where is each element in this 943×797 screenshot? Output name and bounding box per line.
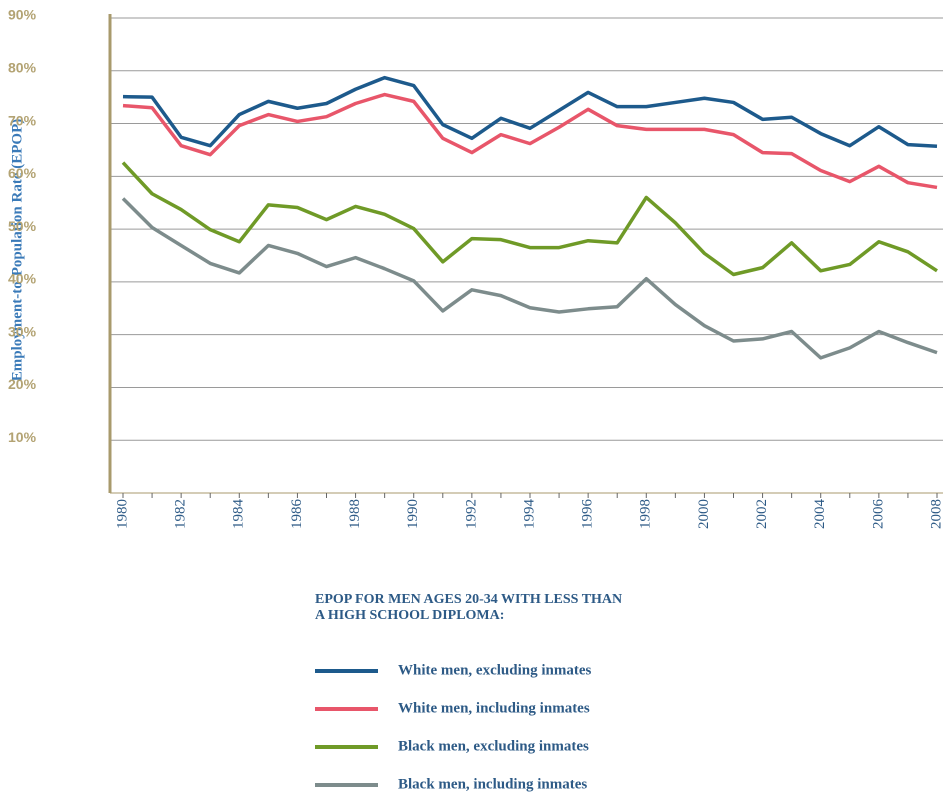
series-line	[121, 161, 938, 277]
series-line	[121, 197, 938, 360]
y-tick-label: 80%	[8, 59, 37, 75]
legend-title: EPOP FOR MEN AGES 20-34 WITH LESS THAN	[315, 592, 622, 607]
x-tick-label: 1980	[114, 499, 130, 529]
x-tick-label: 1988	[347, 499, 363, 529]
legend-label: Black men, excluding inmates	[398, 738, 589, 754]
legend-label: White men, excluding inmates	[398, 662, 591, 678]
y-tick-label: 40%	[8, 271, 37, 287]
y-tick-label: 60%	[8, 165, 37, 181]
series-line	[122, 92, 938, 190]
y-tick-label: 30%	[8, 323, 37, 339]
legend-label: Black men, including inmates	[398, 776, 587, 792]
y-tick-label: 70%	[8, 112, 37, 128]
x-tick-label: 1996	[580, 499, 596, 530]
series-line	[122, 75, 938, 148]
x-tick-label: 1984	[231, 499, 247, 530]
x-tick-label: 1986	[289, 499, 305, 530]
x-tick-label: 2000	[696, 499, 712, 529]
x-tick-label: 2002	[754, 499, 770, 529]
y-axis-label: Employment-to-Population Rate (EPOP)	[9, 119, 25, 381]
legend-title: A HIGH SCHOOL DIPLOMA:	[315, 608, 504, 623]
x-tick-label: 1992	[463, 499, 479, 529]
y-tick-label: 90%	[8, 7, 37, 23]
y-tick-label: 50%	[8, 218, 37, 234]
x-tick-label: 2008	[928, 499, 943, 529]
x-tick-label: 1990	[405, 499, 421, 529]
y-tick-label: 10%	[8, 429, 37, 445]
y-tick-label: 20%	[8, 376, 37, 392]
x-tick-label: 1994	[521, 499, 537, 530]
x-tick-label: 2006	[870, 499, 886, 530]
legend-label: White men, including inmates	[398, 700, 590, 716]
x-tick-label: 1982	[173, 499, 189, 529]
x-tick-label: 2004	[812, 499, 828, 530]
x-tick-label: 1998	[638, 499, 654, 529]
